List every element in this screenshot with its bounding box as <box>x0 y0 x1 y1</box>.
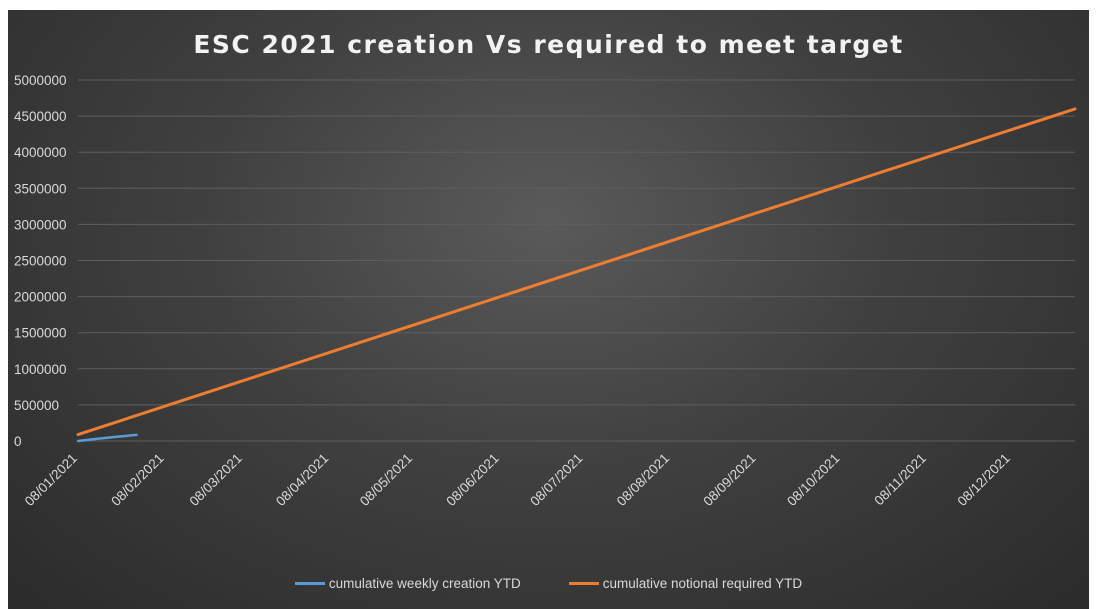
y-tick-label: 0 <box>14 434 22 449</box>
x-tick-label: 08/11/2021 <box>871 451 929 509</box>
chart-title: ESC 2021 creation Vs required to meet ta… <box>193 30 904 59</box>
legend-item-weekly-creation: cumulative weekly creation YTD <box>294 576 521 591</box>
y-tick-label: 4000000 <box>14 145 67 160</box>
series-line-0 <box>76 433 138 443</box>
y-tick-label: 3000000 <box>14 217 67 232</box>
legend-swatch-notional-required <box>568 582 599 585</box>
x-tick-label: 08/10/2021 <box>784 451 842 509</box>
y-tick-label: 2500000 <box>14 254 67 269</box>
x-tick-label: 08/06/2021 <box>443 451 501 509</box>
y-tick-label: 1500000 <box>14 326 67 341</box>
x-tick-label: 08/02/2021 <box>108 451 166 509</box>
legend-label-notional-required: cumulative notional required YTD <box>602 576 803 591</box>
legend-label-weekly-creation: cumulative weekly creation YTD <box>328 576 521 591</box>
x-tick-label: 08/03/2021 <box>187 451 245 509</box>
x-tick-label: 08/12/2021 <box>954 451 1012 509</box>
y-tick-label: 500000 <box>14 398 59 413</box>
y-tick-label: 3500000 <box>14 181 67 196</box>
x-tick-label: 08/04/2021 <box>273 451 331 509</box>
x-tick-label: 08/09/2021 <box>700 451 758 509</box>
x-tick-label: 08/01/2021 <box>22 451 80 509</box>
y-tick-label: 2000000 <box>14 290 67 305</box>
y-tick-label: 4500000 <box>14 109 67 124</box>
legend-item-notional-required: cumulative notional required YTD <box>568 576 803 591</box>
y-tick-label: 5000000 <box>14 73 67 88</box>
x-tick-label: 08/05/2021 <box>357 451 415 509</box>
series-line-1 <box>76 107 1077 437</box>
chart-area <box>8 10 1089 609</box>
y-tick-label: 1000000 <box>14 362 67 377</box>
legend-swatch-weekly-creation <box>294 582 325 585</box>
legend: cumulative weekly creation YTD cumulativ… <box>0 576 1097 591</box>
x-tick-label: 08/07/2021 <box>527 451 585 509</box>
x-tick-label: 08/08/2021 <box>614 451 672 509</box>
